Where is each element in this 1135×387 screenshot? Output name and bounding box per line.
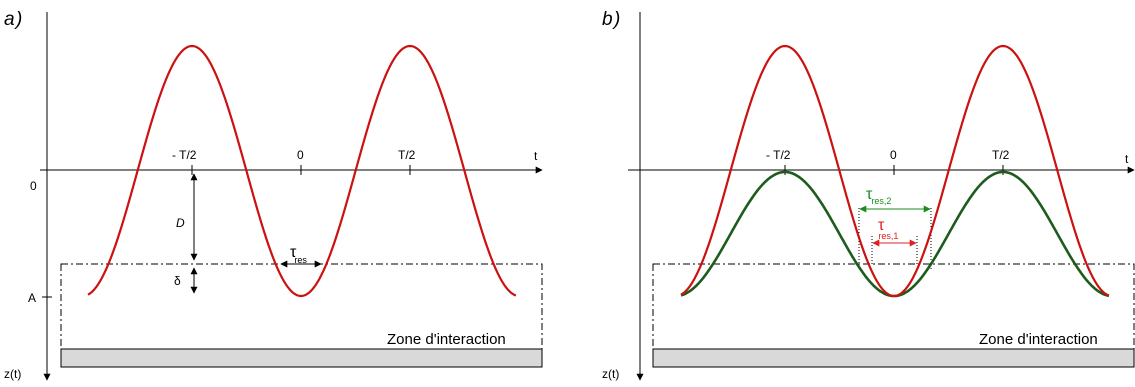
panel-b-zone-label: Zone d'interaction bbox=[979, 331, 1098, 348]
panel-a-label: a bbox=[4, 9, 15, 30]
panel-a-oscillation bbox=[87, 44, 517, 298]
panel-b-label: b bbox=[602, 9, 613, 30]
panel-b-z-label: z(t) bbox=[602, 367, 619, 381]
panel-b-surface bbox=[652, 348, 1135, 368]
panel-b-tick-neg-half: - T/2 bbox=[766, 148, 791, 162]
panel-b-tau2-label: τres,2 bbox=[866, 186, 891, 206]
panel-a-zone-label: Zone d'interaction bbox=[387, 331, 506, 348]
panel-a-tick-neg-half: - T/2 bbox=[172, 148, 197, 162]
panel-b-t-label: t bbox=[1125, 152, 1129, 166]
panel-a-delta-label: δ bbox=[174, 274, 181, 288]
panel-b-large-oscillation bbox=[680, 44, 1110, 298]
panel-a-a-label: A bbox=[28, 291, 36, 305]
panel-a-z-label: z(t) bbox=[4, 367, 21, 381]
panel-a-zero-label: 0 bbox=[30, 179, 37, 193]
panel-b-tick-zero: 0 bbox=[890, 148, 897, 162]
panel-a-t-label: t bbox=[534, 149, 538, 163]
panel-b-tau1-label: τ res,1 bbox=[878, 217, 898, 241]
panel-a-surface bbox=[60, 348, 543, 368]
svg-text:): ) bbox=[612, 9, 620, 30]
panel-a-tick-half: T/2 bbox=[398, 148, 416, 162]
panel-b-tick-half: T/2 bbox=[992, 148, 1010, 162]
panel-a: a ) t z(t) 0 A - T/2 0 T/2 Zone d'intera… bbox=[4, 9, 543, 381]
panel-b: b ) t z(t) - T/2 0 T/2 Zone d'interactio… bbox=[602, 9, 1135, 381]
panel-a-tick-zero: 0 bbox=[297, 148, 304, 162]
panel-a-tau-label: τres bbox=[290, 244, 307, 265]
panel-a-d-label: D bbox=[176, 216, 185, 230]
panel-b-interaction-zone bbox=[652, 263, 1135, 350]
svg-text:): ) bbox=[14, 9, 22, 30]
